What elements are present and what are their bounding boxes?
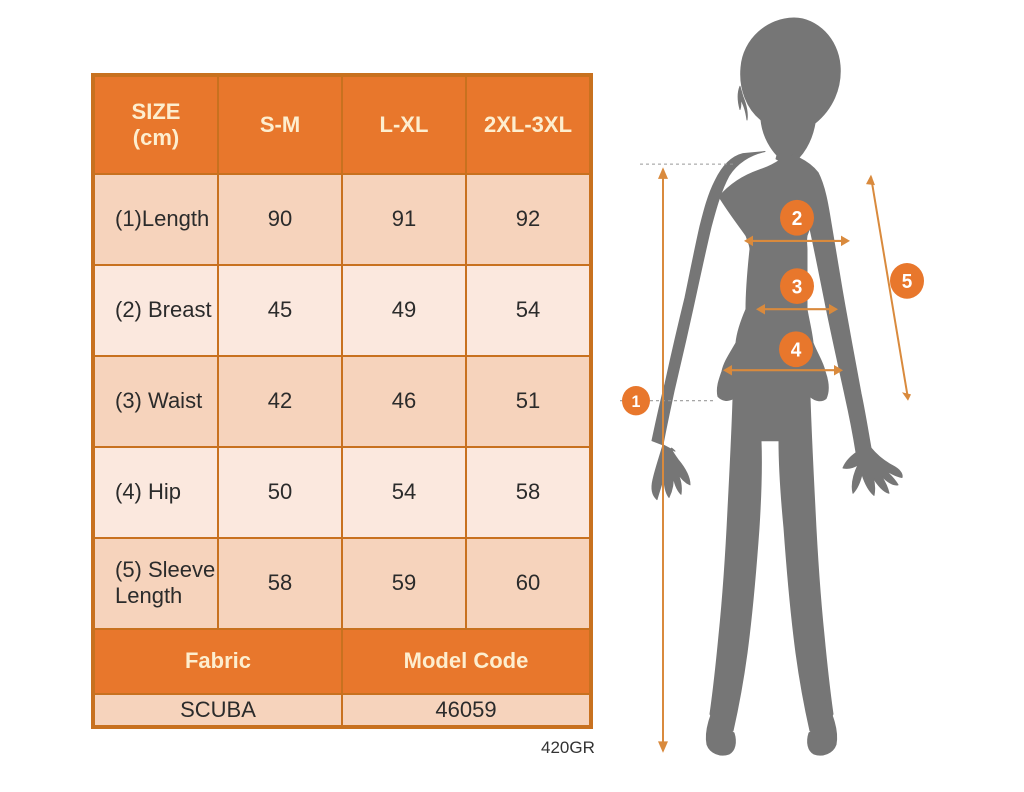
svg-text:5: 5	[902, 271, 913, 294]
svg-text:1: 1	[632, 393, 641, 411]
svg-text:3: 3	[792, 276, 803, 299]
svg-text:4: 4	[791, 339, 802, 362]
svg-text:2: 2	[792, 208, 803, 231]
